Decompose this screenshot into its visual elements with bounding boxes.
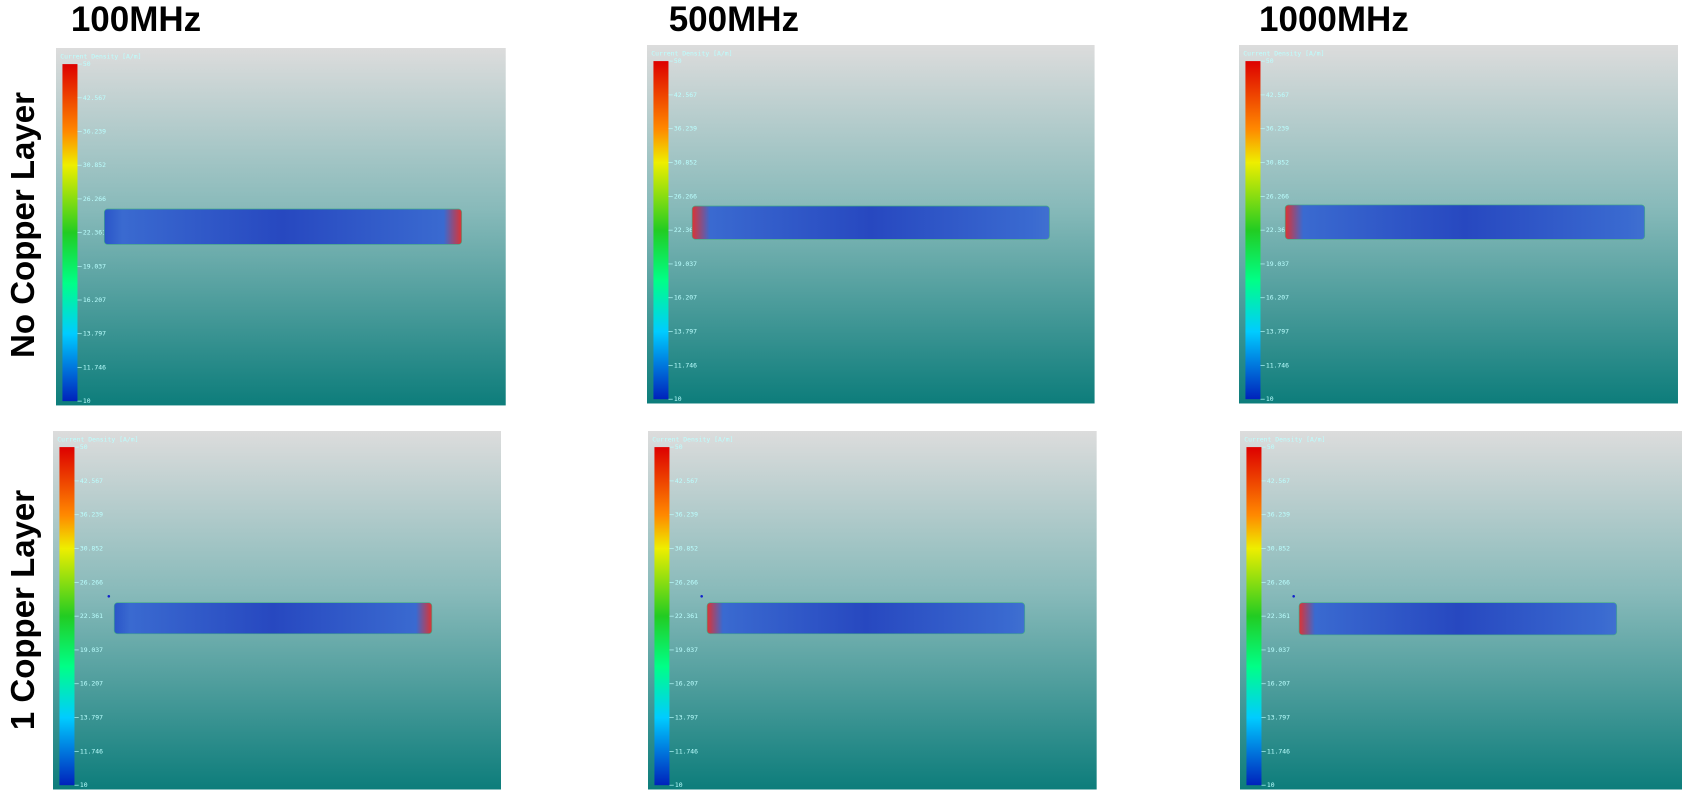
column-header: 500MHz — [668, 0, 800, 39]
column-header: 100MHz — [70, 0, 202, 39]
probe-point — [107, 595, 110, 599]
colorbar — [654, 447, 670, 786]
legend-title: Current Density [A/m] — [653, 436, 734, 444]
colorbar — [1246, 447, 1262, 786]
colorbar-label: 36.239 — [675, 511, 698, 519]
colorbar-label: 30.852 — [675, 545, 698, 553]
colorbar-label: 50 — [79, 444, 87, 452]
colorbar-label: 11.746 — [675, 748, 698, 756]
colorbar-label: 13.797 — [675, 714, 698, 722]
colorbar-label: 16.207 — [675, 680, 698, 688]
colorbar-label: 42.567 — [1265, 91, 1288, 99]
colorbar-label: 10 — [1267, 782, 1275, 790]
colorbar-label: 13.797 — [1267, 714, 1290, 722]
row-header: 1 Copper Layer — [3, 489, 41, 730]
colorbar-label: 10 — [1265, 395, 1273, 403]
colorbar — [653, 61, 669, 400]
conductor-strip — [1298, 602, 1617, 636]
colorbar-label: 42.567 — [83, 94, 106, 102]
colorbar-label: 30.852 — [1267, 545, 1290, 553]
colorbar-label: 22.361 — [1267, 613, 1290, 621]
column-header: 1000MHz — [1259, 0, 1409, 39]
simulation-view: Current Density [A/m] 10 11.746 13.797 16.20… — [648, 431, 1097, 790]
legend-title: Current Density [A/m] — [60, 53, 141, 61]
conductor-strip — [103, 208, 462, 246]
colorbar-label: 13.797 — [1265, 328, 1288, 336]
legend-title: Current Density [A/m] — [1243, 50, 1324, 58]
colorbar-label: 16.207 — [674, 294, 697, 302]
colorbar-label: 13.797 — [83, 330, 106, 338]
colorbar-label: 16.207 — [1267, 680, 1290, 688]
conductor-strip — [707, 602, 1026, 635]
colorbar-label: 30.852 — [1265, 159, 1288, 167]
colorbar-label: 26.266 — [79, 579, 102, 587]
colorbar-label: 42.567 — [675, 477, 698, 485]
colorbar-label: 11.746 — [1265, 361, 1288, 369]
simulation-view: Current Density [A/m] 10 11.746 13.797 16.20… — [647, 45, 1095, 404]
colorbar-label: 19.037 — [675, 646, 698, 654]
simulation-view: Current Density [A/m] 10 11.746 13.797 16.20… — [1239, 431, 1682, 790]
colorbar-label: 22.361 — [83, 229, 106, 237]
colorbar-label: 30.852 — [83, 162, 106, 170]
colorbar-label: 26.266 — [675, 579, 698, 587]
colorbar-label: 42.567 — [1267, 477, 1290, 485]
colorbar-label: 16.207 — [83, 296, 106, 304]
colorbar-label: 16.207 — [1265, 294, 1288, 302]
probe-point — [700, 595, 704, 599]
colorbar — [59, 447, 75, 786]
colorbar-label: 11.746 — [674, 361, 697, 369]
colorbar-label: 19.037 — [83, 263, 106, 271]
colorbar-label: 11.746 — [79, 748, 102, 756]
colorbar-label: 36.239 — [1265, 125, 1288, 133]
colorbar-label: 19.037 — [1267, 646, 1290, 654]
colorbar-label: 19.037 — [79, 646, 102, 654]
colorbar-label: 10 — [674, 395, 682, 403]
colorbar-label: 26.266 — [1267, 579, 1290, 587]
colorbar-label: 36.239 — [1267, 511, 1290, 519]
legend-title: Current Density [A/m] — [1244, 436, 1325, 444]
colorbar-label: 22.361 — [79, 613, 102, 621]
colorbar-label: 13.797 — [674, 328, 697, 336]
colorbar-label: 30.852 — [674, 159, 697, 167]
colorbar-label: 36.239 — [79, 511, 102, 519]
colorbar-label: 50 — [1267, 444, 1275, 452]
colorbar-label: 16.207 — [79, 680, 102, 688]
row-header: No Copper Layer — [3, 92, 41, 359]
colorbar-label: 19.037 — [674, 260, 697, 268]
colorbar-label: 50 — [674, 57, 682, 65]
colorbar-label: 50 — [675, 444, 683, 452]
conductor-strip — [1284, 204, 1645, 240]
colorbar-label: 26.266 — [1265, 192, 1288, 200]
colorbar — [62, 64, 78, 402]
colorbar-label: 42.567 — [674, 91, 697, 99]
colorbar-label: 26.266 — [83, 195, 106, 203]
colorbar-label: 22.361 — [1265, 226, 1288, 234]
simulation-view: Current Density [A/m] 10 11.746 13.797 16.20… — [55, 48, 506, 406]
conductor-strip — [691, 205, 1051, 240]
conductor-strip — [113, 602, 432, 635]
legend-title: Current Density [A/m] — [652, 50, 733, 58]
simulation-view: Current Density [A/m] 10 11.746 13.797 16.20… — [1238, 45, 1678, 404]
colorbar-label: 10 — [83, 397, 91, 405]
colorbar-label: 11.746 — [83, 364, 106, 372]
colorbar-label: 50 — [1265, 57, 1273, 65]
colorbar-label: 42.567 — [79, 477, 102, 485]
colorbar-label: 36.239 — [674, 125, 697, 133]
colorbar-label: 22.361 — [675, 613, 698, 621]
colorbar-label: 10 — [79, 782, 87, 790]
colorbar-label: 19.037 — [1265, 260, 1288, 268]
colorbar-label: 22.361 — [674, 226, 697, 234]
colorbar-label: 30.852 — [79, 545, 102, 553]
colorbar-label: 13.797 — [79, 714, 102, 722]
probe-point — [1292, 595, 1295, 599]
colorbar-label: 26.266 — [674, 192, 697, 200]
colorbar-label: 50 — [83, 60, 91, 68]
colorbar-label: 10 — [675, 782, 683, 790]
colorbar-label: 36.239 — [83, 128, 106, 136]
colorbar — [1245, 61, 1261, 400]
legend-title: Current Density [A/m] — [57, 436, 138, 444]
simulation-view: Current Density [A/m] 10 11.746 13.797 16.20… — [52, 431, 502, 790]
colorbar-label: 11.746 — [1267, 748, 1290, 756]
